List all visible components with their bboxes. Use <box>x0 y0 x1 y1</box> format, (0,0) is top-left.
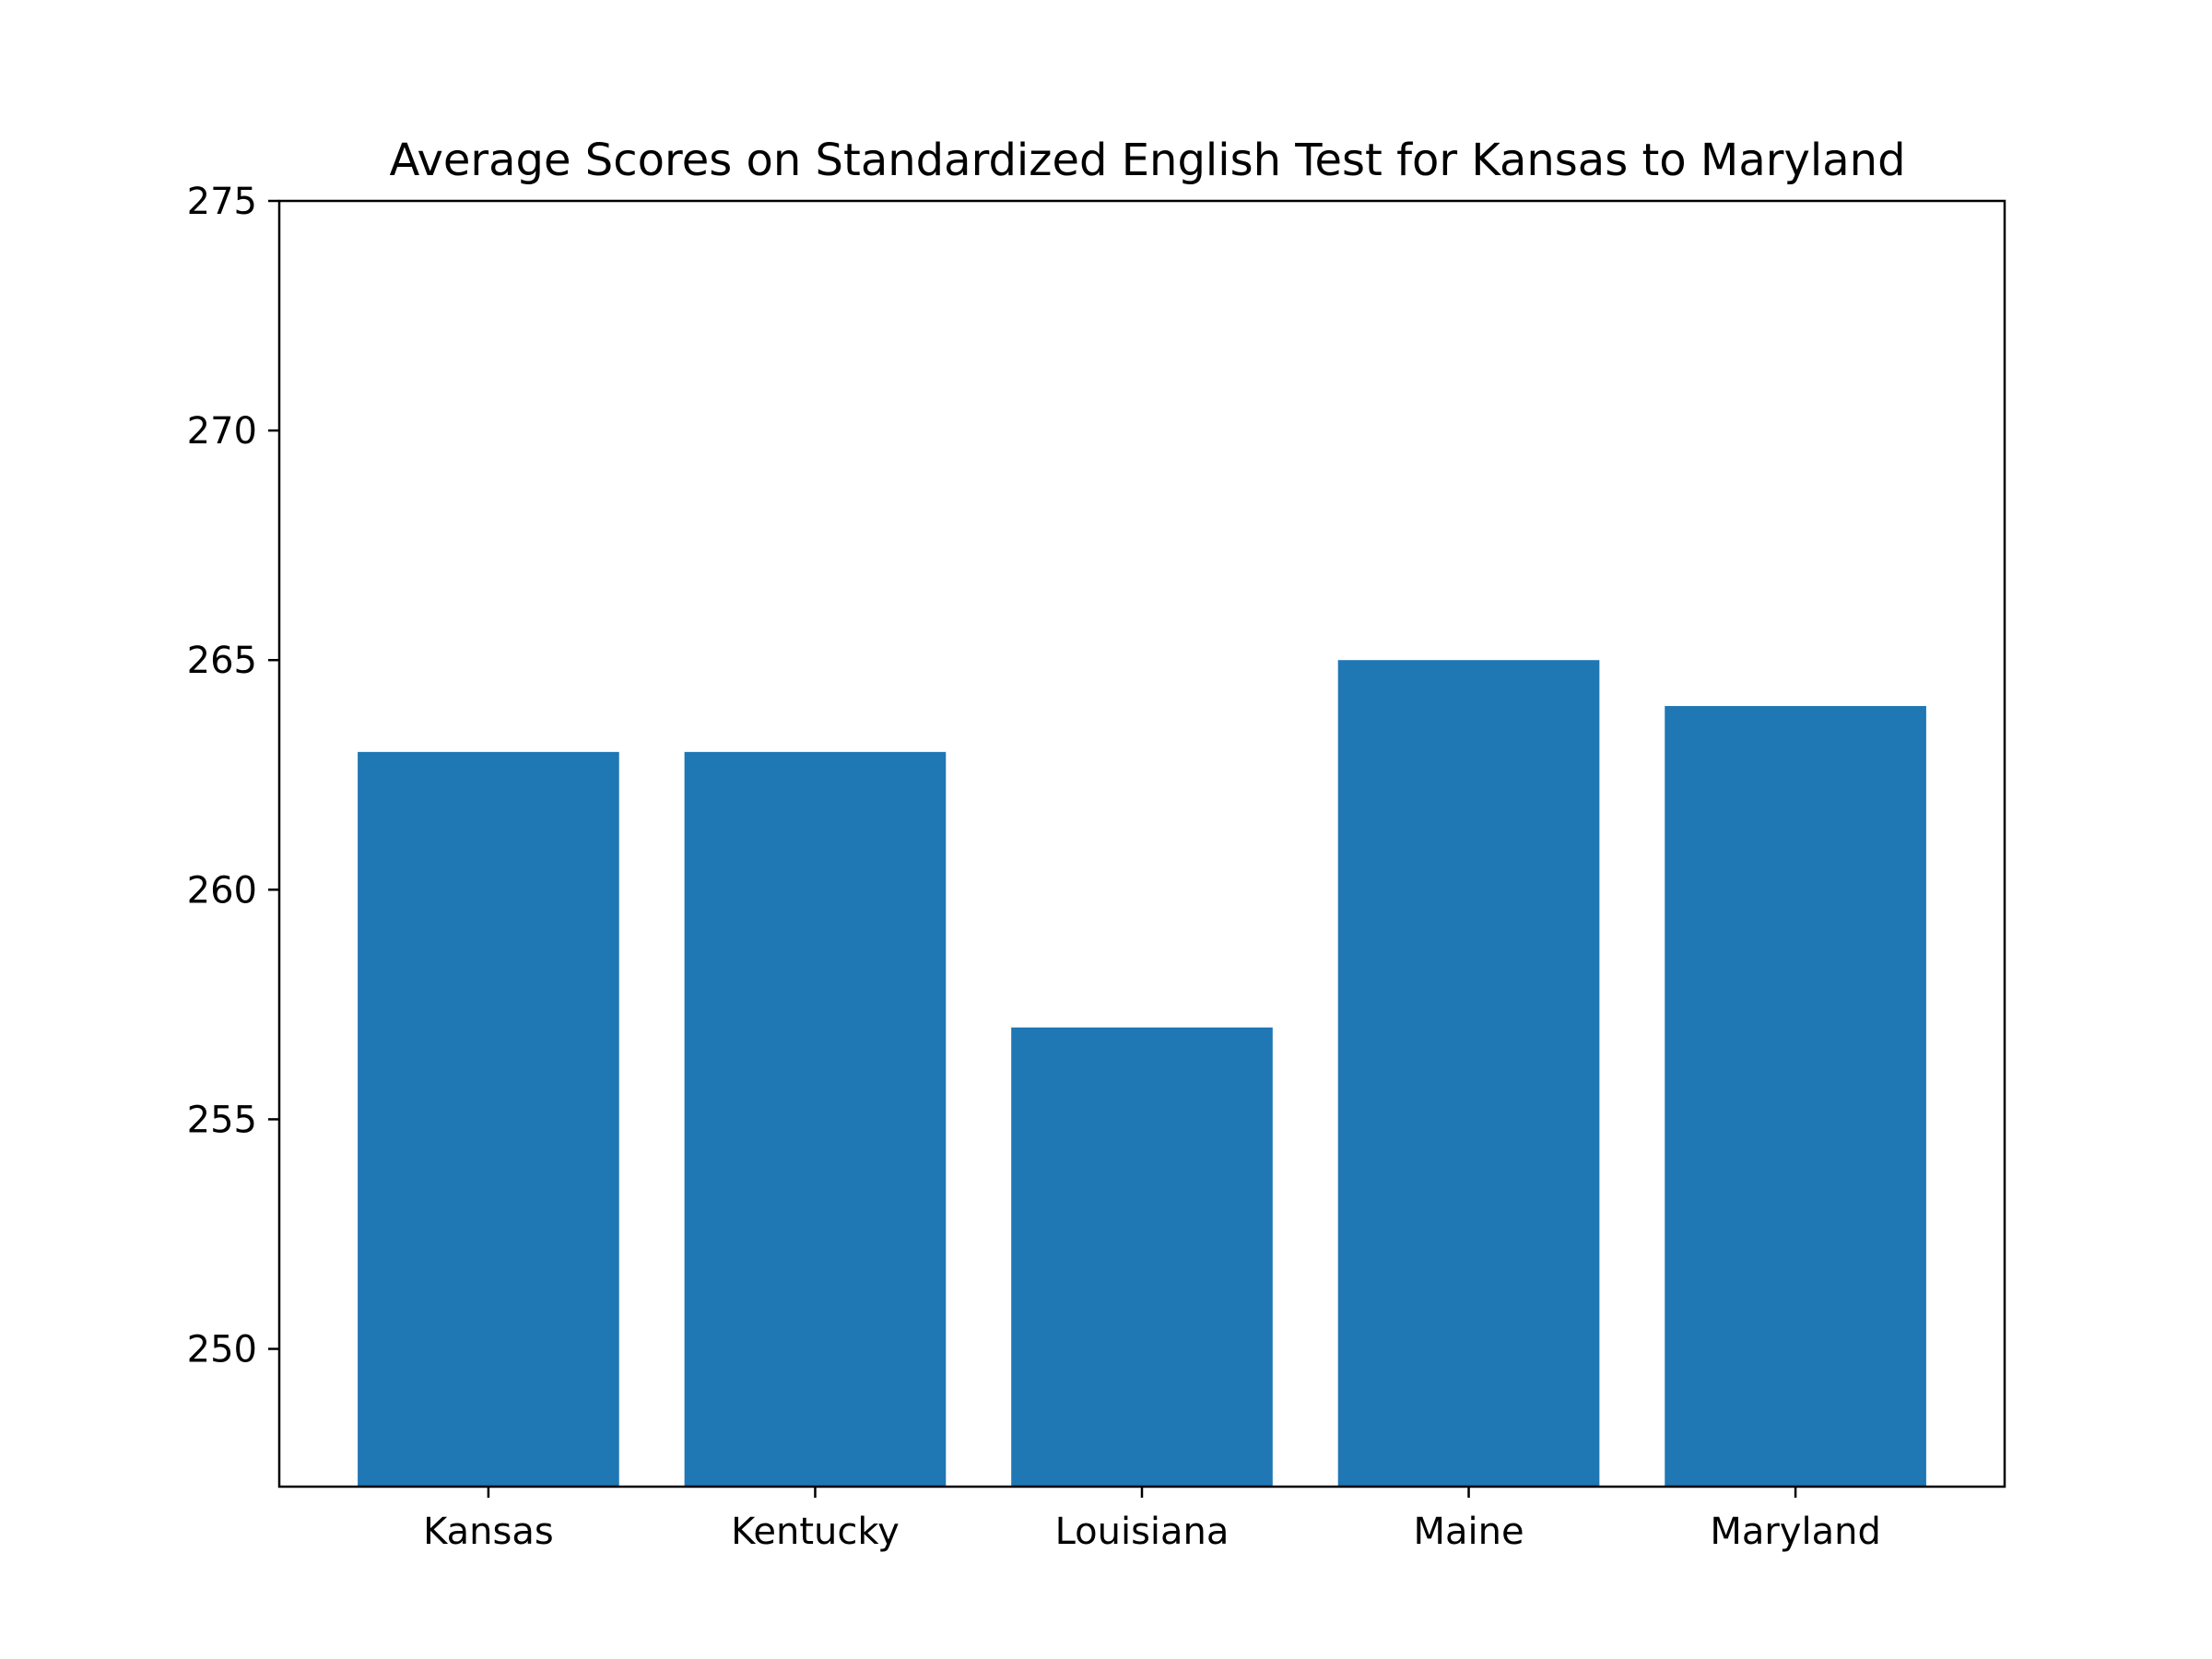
y-axis: 250 255 260 265 270 275 <box>187 181 279 1371</box>
y-tick-label: 275 <box>187 181 257 223</box>
y-tick-label: 260 <box>187 869 257 912</box>
x-tick-label: Louisiana <box>1055 1511 1230 1553</box>
x-tick-label: Kansas <box>423 1511 554 1553</box>
bar-maryland <box>1665 706 1926 1487</box>
bar-kansas <box>358 751 619 1487</box>
y-tick-label: 250 <box>187 1329 257 1371</box>
bar-louisiana <box>1011 1027 1273 1487</box>
plot-frame <box>277 199 2006 1488</box>
y-tick-label: 265 <box>187 640 257 682</box>
x-axis: Kansas Kentucky Louisiana Maine Maryland <box>423 1487 1881 1553</box>
bar-kentucky <box>684 751 947 1487</box>
x-tick-label: Maryland <box>1710 1511 1881 1553</box>
bars-layer <box>358 660 1926 1487</box>
y-tick-label: 255 <box>187 1099 257 1141</box>
x-tick-label: Kentucky <box>731 1511 900 1553</box>
bar-maine <box>1337 660 1600 1487</box>
y-tick-label: 270 <box>187 410 257 453</box>
x-tick-label: Maine <box>1413 1511 1524 1553</box>
chart-title: Average Scores on Standardized English T… <box>389 135 1905 186</box>
